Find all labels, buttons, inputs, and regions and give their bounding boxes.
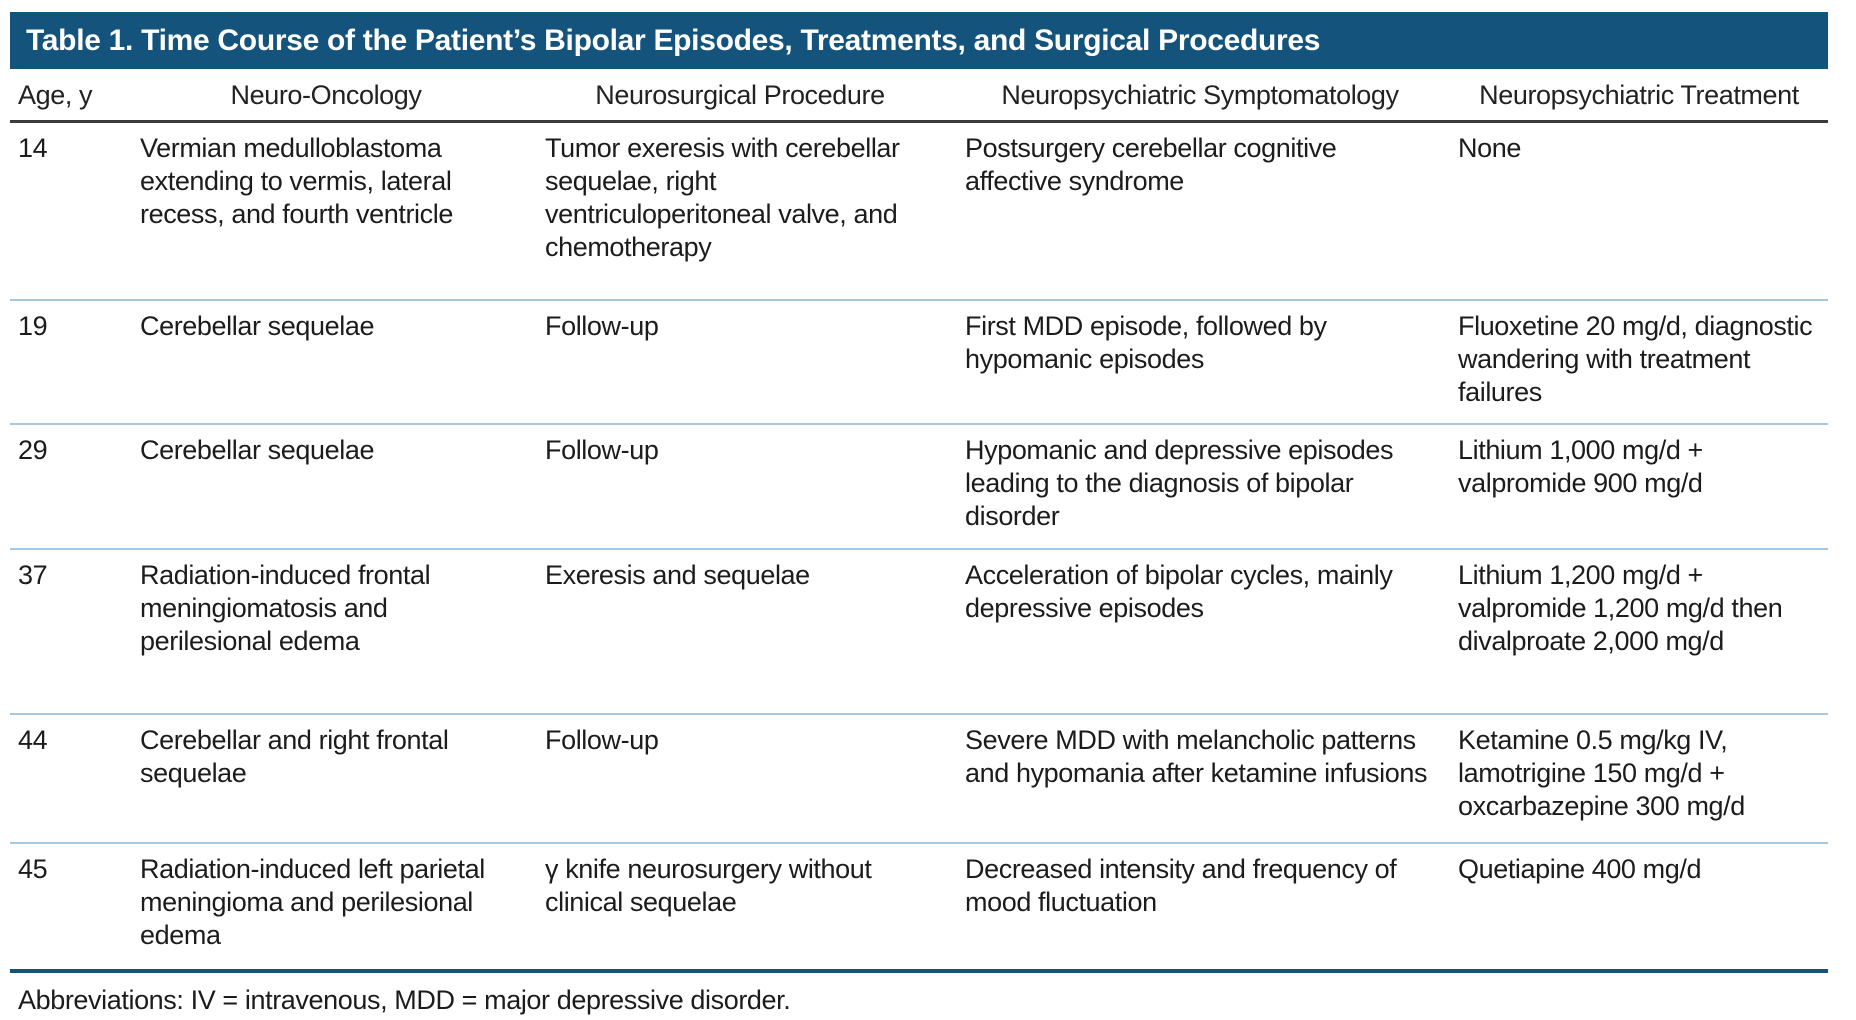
table-body: 14 Vermian medulloblastoma extending to v… xyxy=(10,123,1828,969)
cell-neuropsychiatric-treatment: Fluoxetine 20 mg/d, diagnostic wandering… xyxy=(1458,311,1813,407)
table-row: 45 Radiation-induced left parietal mening… xyxy=(10,842,1828,969)
table-title: Table 1. Time Course of the Patient’s Bi… xyxy=(10,12,1828,69)
cell-neuropsychiatric-symptomatology: Severe MDD with melancholic patterns and… xyxy=(965,725,1428,788)
column-header-neuropsychiatric-symptomatology: Neuropsychiatric Symptomatology xyxy=(1001,80,1399,110)
cell-neuropsychiatric-treatment: Ketamine 0.5 mg/kg IV, lamotrigine 150 m… xyxy=(1458,725,1745,821)
cell-neuro-oncology: Radiation-induced frontal meningiomatosi… xyxy=(140,560,431,656)
column-header-neuropsychiatric-treatment: Neuropsychiatric Treatment xyxy=(1479,80,1799,110)
cell-neuropsychiatric-symptomatology: First MDD episode, followed by hypomanic… xyxy=(965,311,1327,374)
cell-neurosurgical-procedure: Follow-up xyxy=(545,311,659,341)
column-header-age: Age, y xyxy=(18,80,93,110)
cell-age: 19 xyxy=(18,311,48,341)
cell-neurosurgical-procedure: γ knife neurosurgery without clinical se… xyxy=(545,854,872,917)
table-bottom-rule xyxy=(10,969,1828,973)
cell-neuropsychiatric-treatment: Quetiapine 400 mg/d xyxy=(1458,854,1702,884)
table-row: 19 Cerebellar sequelae Follow-up First MDD … xyxy=(10,299,1828,423)
cell-neuro-oncology: Cerebellar and right frontal sequelae xyxy=(140,725,449,788)
table-row: 37 Radiation-induced frontal meningiomato… xyxy=(10,548,1828,713)
cell-neuropsychiatric-symptomatology: Hypomanic and depressive episodes leadin… xyxy=(965,435,1394,531)
cell-age: 14 xyxy=(18,133,48,163)
cell-neuropsychiatric-treatment: None xyxy=(1458,133,1521,163)
cell-age: 45 xyxy=(18,854,48,884)
cell-neurosurgical-procedure: Tumor exeresis with cerebellar sequelae,… xyxy=(545,133,900,262)
table-header-row: Age, y Neuro-Oncology Neurosurgical Proc… xyxy=(10,69,1828,123)
cell-neuropsychiatric-treatment: Lithium 1,000 mg/d + valpromide 900 mg/d xyxy=(1458,435,1703,498)
cell-neuro-oncology: Cerebellar sequelae xyxy=(140,435,375,465)
cell-neurosurgical-procedure: Follow-up xyxy=(545,725,659,755)
cell-neuro-oncology: Vermian medulloblastoma extending to ver… xyxy=(140,133,453,229)
cell-age: 29 xyxy=(18,435,48,465)
cell-age: 44 xyxy=(18,725,48,755)
cell-neuro-oncology: Cerebellar sequelae xyxy=(140,311,375,341)
table-row: 29 Cerebellar sequelae Follow-up Hypomanic … xyxy=(10,423,1828,548)
table-row: 44 Cerebellar and right frontal sequelae F… xyxy=(10,713,1828,842)
cell-age: 37 xyxy=(18,560,48,590)
table-1: Table 1. Time Course of the Patient’s Bi… xyxy=(10,12,1828,1020)
cell-neuropsychiatric-symptomatology: Acceleration of bipolar cycles, mainly d… xyxy=(965,560,1393,623)
table-row: 14 Vermian medulloblastoma extending to v… xyxy=(10,123,1828,299)
column-header-neuro-oncology: Neuro-Oncology xyxy=(230,80,422,110)
cell-neurosurgical-procedure: Exeresis and sequelae xyxy=(545,560,810,590)
cell-neuropsychiatric-symptomatology: Decreased intensity and frequency of moo… xyxy=(965,854,1397,917)
cell-neuropsychiatric-symptomatology: Postsurgery cerebellar cognitive affecti… xyxy=(965,133,1337,196)
abbreviations-footnote: Abbreviations: IV = intravenous, MDD = m… xyxy=(10,973,1828,1020)
cell-neuro-oncology: Radiation-induced left parietal meningio… xyxy=(140,854,485,950)
cell-neuropsychiatric-treatment: Lithium 1,200 mg/d + valpromide 1,200 mg… xyxy=(1458,560,1783,656)
column-header-neurosurgical-procedure: Neurosurgical Procedure xyxy=(595,80,885,110)
cell-neurosurgical-procedure: Follow-up xyxy=(545,435,659,465)
